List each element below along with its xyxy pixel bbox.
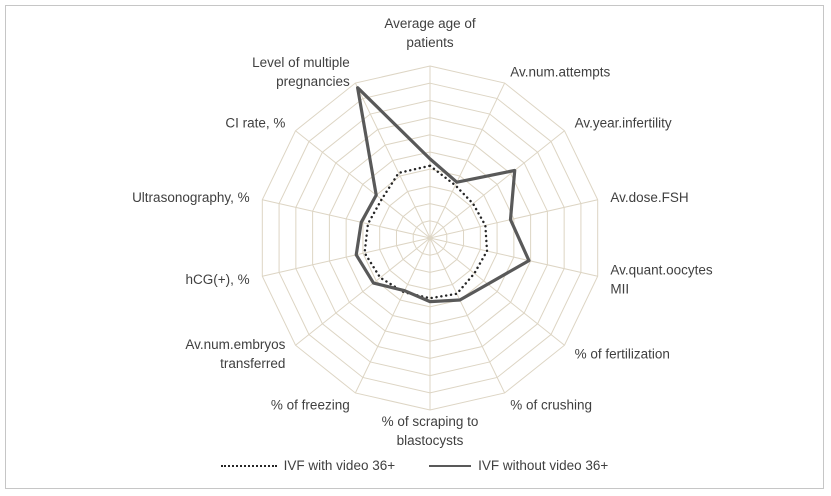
legend-label-ivf-without-video: IVF without video 36+ <box>478 458 609 473</box>
axis-label-1: Av.num.attempts <box>510 64 610 79</box>
figure: Average age of patients Av.num.attempts Av.… <box>5 5 824 489</box>
grid-spoke <box>429 237 506 394</box>
grid-spoke <box>262 199 431 239</box>
axis-label-9: Av.num.embryos transferred <box>185 337 285 371</box>
legend-label-ivf-with-video: IVF with video 36+ <box>283 458 396 473</box>
grid-spoke <box>429 237 565 346</box>
series-ivf-without-video <box>354 86 531 304</box>
axis-label-11: Ultrasonography, % <box>132 190 250 205</box>
axis-label-13: Level of multiple pregnancies <box>252 55 350 89</box>
grid-spoke <box>429 130 565 239</box>
axis-label-6: % of crushing <box>510 398 592 413</box>
axis-label-7: % of scraping to blastocysts <box>382 414 479 448</box>
axis-label-8: % of freezing <box>271 398 350 413</box>
legend-item-ivf-without-video: IVF without video 36+ <box>429 458 608 473</box>
axis-label-10: hCG(+), % <box>185 272 249 287</box>
grid-spoke <box>354 237 431 394</box>
grid-spoke <box>354 82 431 239</box>
radar-chart: Average age of patients Av.num.attempts Av.… <box>132 16 713 448</box>
axis-label-0: Average age of patients <box>384 16 476 50</box>
solid-line-sample <box>429 464 472 467</box>
grid-spoke <box>295 237 431 346</box>
axis-label-12: CI rate, % <box>225 116 285 131</box>
axis-label-4: Av.quant.oocytes MII <box>610 263 713 297</box>
grid-spoke <box>429 82 506 239</box>
axis-label-3: Av.dose.FSH <box>610 190 688 205</box>
axis-label-5: % of fertilization <box>575 346 670 361</box>
axis-label-2: Av.year.infertility <box>575 116 672 131</box>
legend-item-ivf-with-video: IVF with video 36+ <box>220 458 396 473</box>
grid-spoke <box>262 237 431 277</box>
series-ivf-with-video <box>363 164 489 300</box>
chart-legend: IVF with video 36+ IVF without video 36+ <box>6 458 823 473</box>
grid-spoke <box>429 237 598 277</box>
grid-spoke <box>429 199 598 239</box>
dotted-line-sample <box>220 464 277 467</box>
grid-spoke <box>295 130 431 239</box>
